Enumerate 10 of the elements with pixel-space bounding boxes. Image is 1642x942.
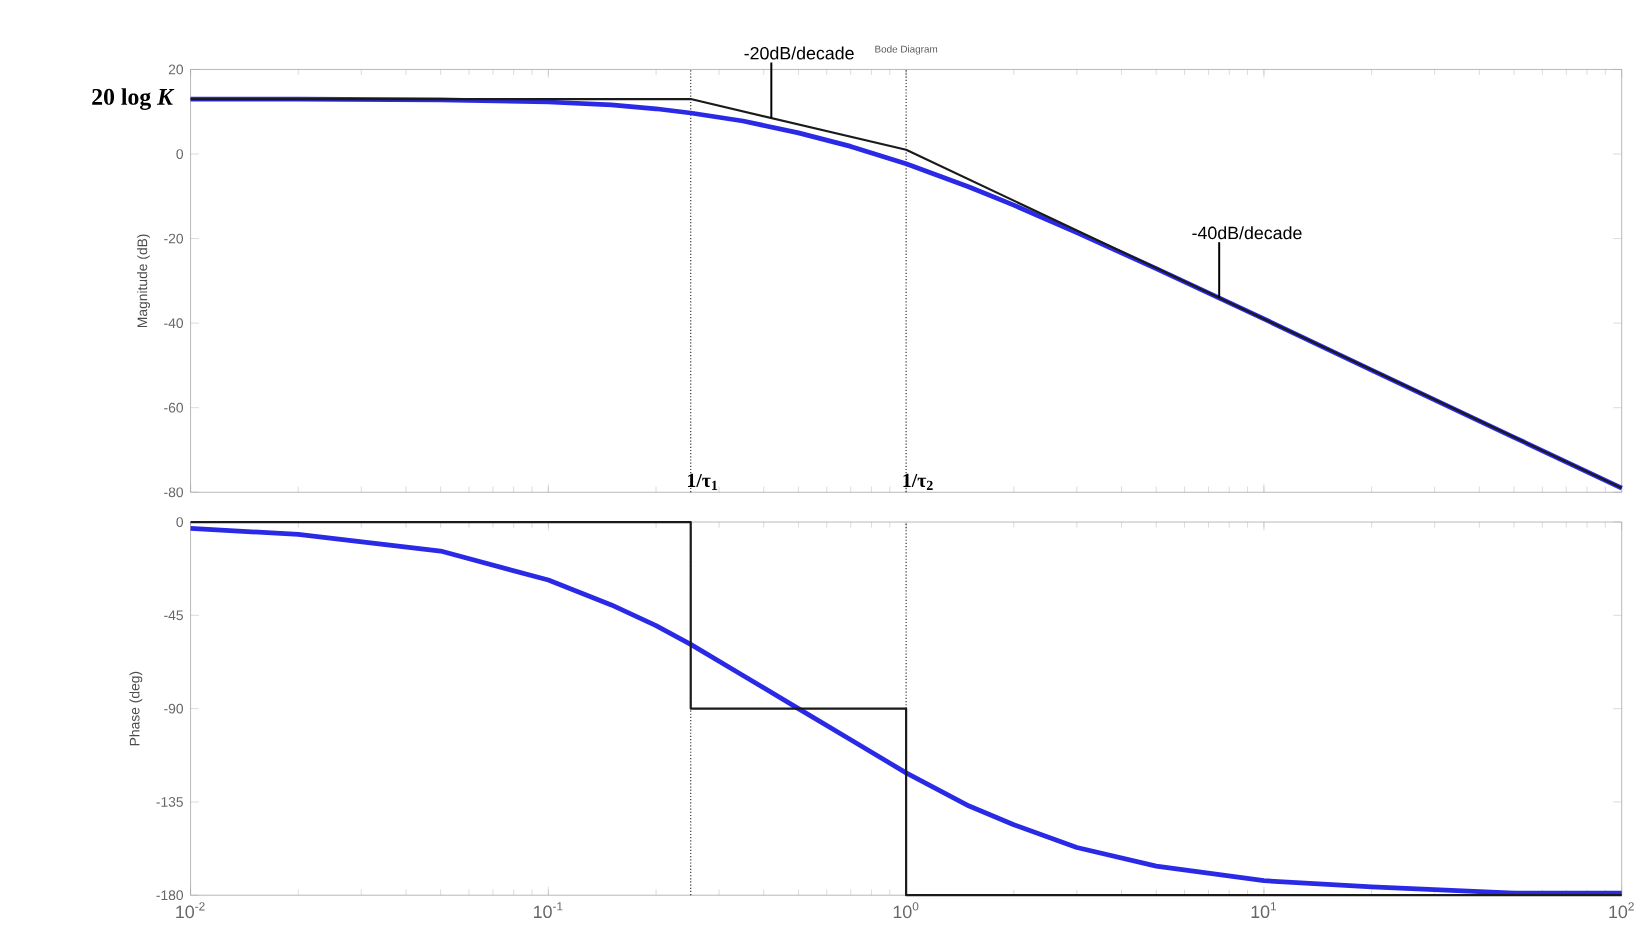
ref-line-label: 1/τ$_{2}$ xyxy=(903,473,933,490)
x-tick-label: 10$^{0}$ xyxy=(893,901,919,918)
x-tick-label: 10$^{-1}$ xyxy=(534,901,563,918)
x-tick-label: 10$^{-2}$ xyxy=(176,901,205,918)
x-tick-label: 10$^{1}$ xyxy=(1251,901,1277,918)
annotation: 20 log K xyxy=(92,87,175,110)
annotation: -20dB/decade xyxy=(744,46,854,60)
x-tick-label: 10$^{2}$ xyxy=(1609,901,1634,918)
ref-line-label: 1/τ$_{1}$ xyxy=(688,473,718,490)
annotation: -40dB/decade xyxy=(1192,225,1302,239)
